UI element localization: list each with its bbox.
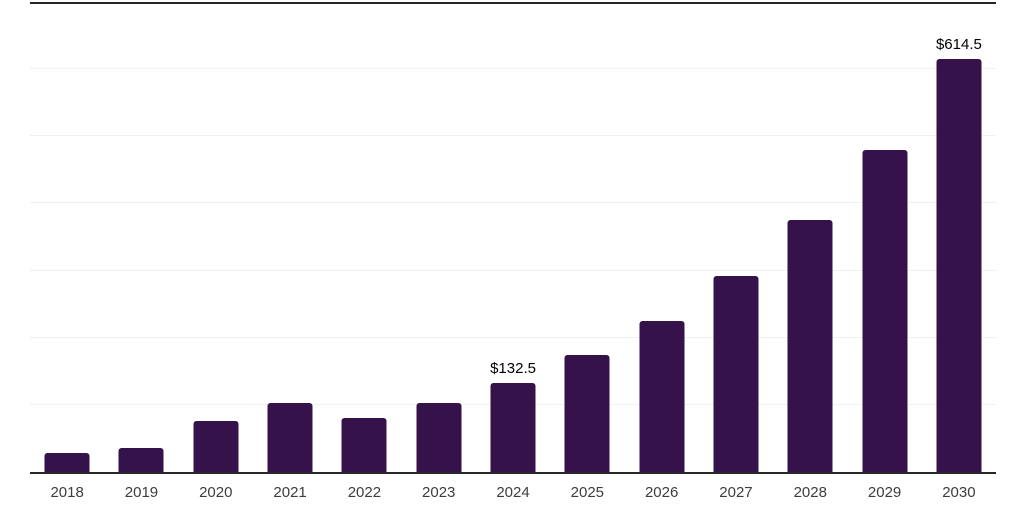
bar-slot-2023: [402, 2, 476, 472]
gridline-400: [30, 202, 996, 204]
bar-2024[interactable]: [490, 383, 536, 472]
bar-2021[interactable]: [267, 403, 313, 472]
bar-2027[interactable]: [713, 276, 759, 472]
x-tick-2028: 2028: [793, 484, 827, 501]
bar-2023[interactable]: [416, 403, 462, 472]
bar-slot-2025: [550, 2, 624, 472]
x-tick-2030: 2030: [942, 484, 976, 501]
x-tick-2021: 2021: [273, 484, 307, 501]
bar-slot-2027: [699, 2, 773, 472]
gridline-500: [30, 135, 996, 137]
bar-2029[interactable]: [862, 150, 908, 472]
bar-slot-2029: [847, 2, 921, 472]
bar-2028[interactable]: [787, 219, 833, 472]
top-gridline-rule: [30, 2, 996, 4]
bar-slot-2030: $614.5: [922, 2, 996, 472]
x-tick-2023: 2023: [422, 484, 456, 501]
x-tick-2018: 2018: [50, 484, 84, 501]
gridline-200: [30, 336, 996, 338]
bar-2018[interactable]: [44, 453, 90, 472]
x-tick-2019: 2019: [124, 484, 159, 501]
x-tick-2027: 2027: [719, 484, 753, 501]
x-axis-labels: 2018 2019 2020 2021 2022 2023 2024 2025 2026 2027…: [30, 484, 996, 502]
bar-slot-2028: [773, 2, 847, 472]
bar-slot-2019: [104, 2, 178, 472]
x-tick-2024: 2024: [496, 484, 530, 501]
x-axis-line: [30, 472, 996, 474]
bar-slot-2022: [327, 2, 401, 472]
gridline-600: [30, 68, 996, 70]
x-tick-2029: 2029: [867, 484, 902, 501]
bar-value-label-2024: $132.5: [490, 360, 536, 378]
bar-slot-2021: [253, 2, 327, 472]
x-tick-2020: 2020: [199, 484, 233, 501]
plot-area: $132.5 $614.5: [30, 2, 996, 474]
bar-slot-2018: [30, 2, 104, 472]
bar-slot-2024: $132.5: [476, 2, 550, 472]
bar-slot-2026: [625, 2, 699, 472]
bars-container: $132.5 $614.5: [30, 2, 996, 472]
bar-2022[interactable]: [341, 418, 387, 472]
x-tick-2022: 2022: [347, 484, 382, 501]
x-tick-2026: 2026: [644, 484, 679, 501]
gridline-300: [30, 269, 996, 271]
bar-slot-2020: [179, 2, 253, 472]
bar-2020[interactable]: [193, 421, 239, 472]
bar-2030[interactable]: [936, 59, 982, 472]
bar-2019[interactable]: [118, 448, 164, 472]
x-tick-2025: 2025: [570, 484, 605, 501]
bar-2026[interactable]: [639, 321, 685, 472]
bar-value-label-2030: $614.5: [935, 36, 982, 54]
bar-2025[interactable]: [564, 354, 610, 472]
